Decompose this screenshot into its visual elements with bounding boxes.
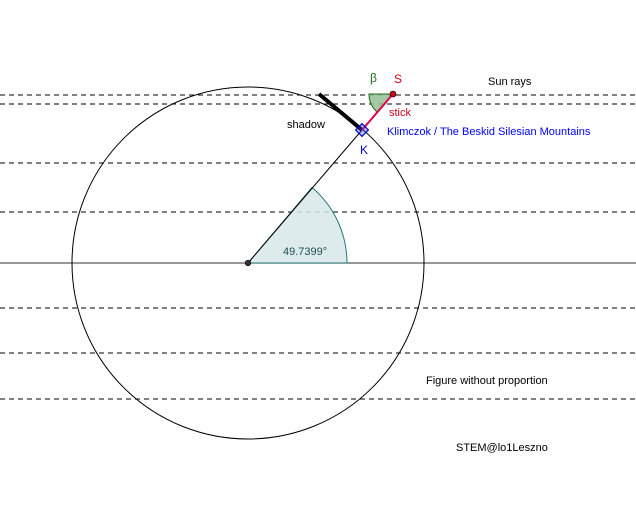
earth-circle: [71, 86, 425, 440]
figure-note: Figure without proportion: [426, 375, 548, 387]
credit-label: STEM@lo1Leszno: [456, 442, 548, 454]
point-k-marker: [354, 122, 370, 138]
place-label: Klimczok / The Beskid Silesian Mountains: [387, 126, 591, 138]
point-s: [389, 90, 397, 98]
stick-line: [361, 93, 394, 131]
latitude-angle-sector: [246, 186, 348, 264]
shadow-line: [317, 92, 364, 132]
point-s-label: S: [394, 72, 402, 86]
beta-label: β: [370, 71, 377, 85]
sun-rays-label: Sun rays: [488, 76, 532, 88]
stick-label: stick: [389, 107, 412, 119]
shadow-label: shadow: [287, 119, 325, 131]
center-point: [244, 259, 252, 267]
point-k-label: K: [360, 143, 368, 157]
radius-line: [247, 129, 363, 264]
latitude-angle-label: 49.7399°: [283, 246, 327, 258]
